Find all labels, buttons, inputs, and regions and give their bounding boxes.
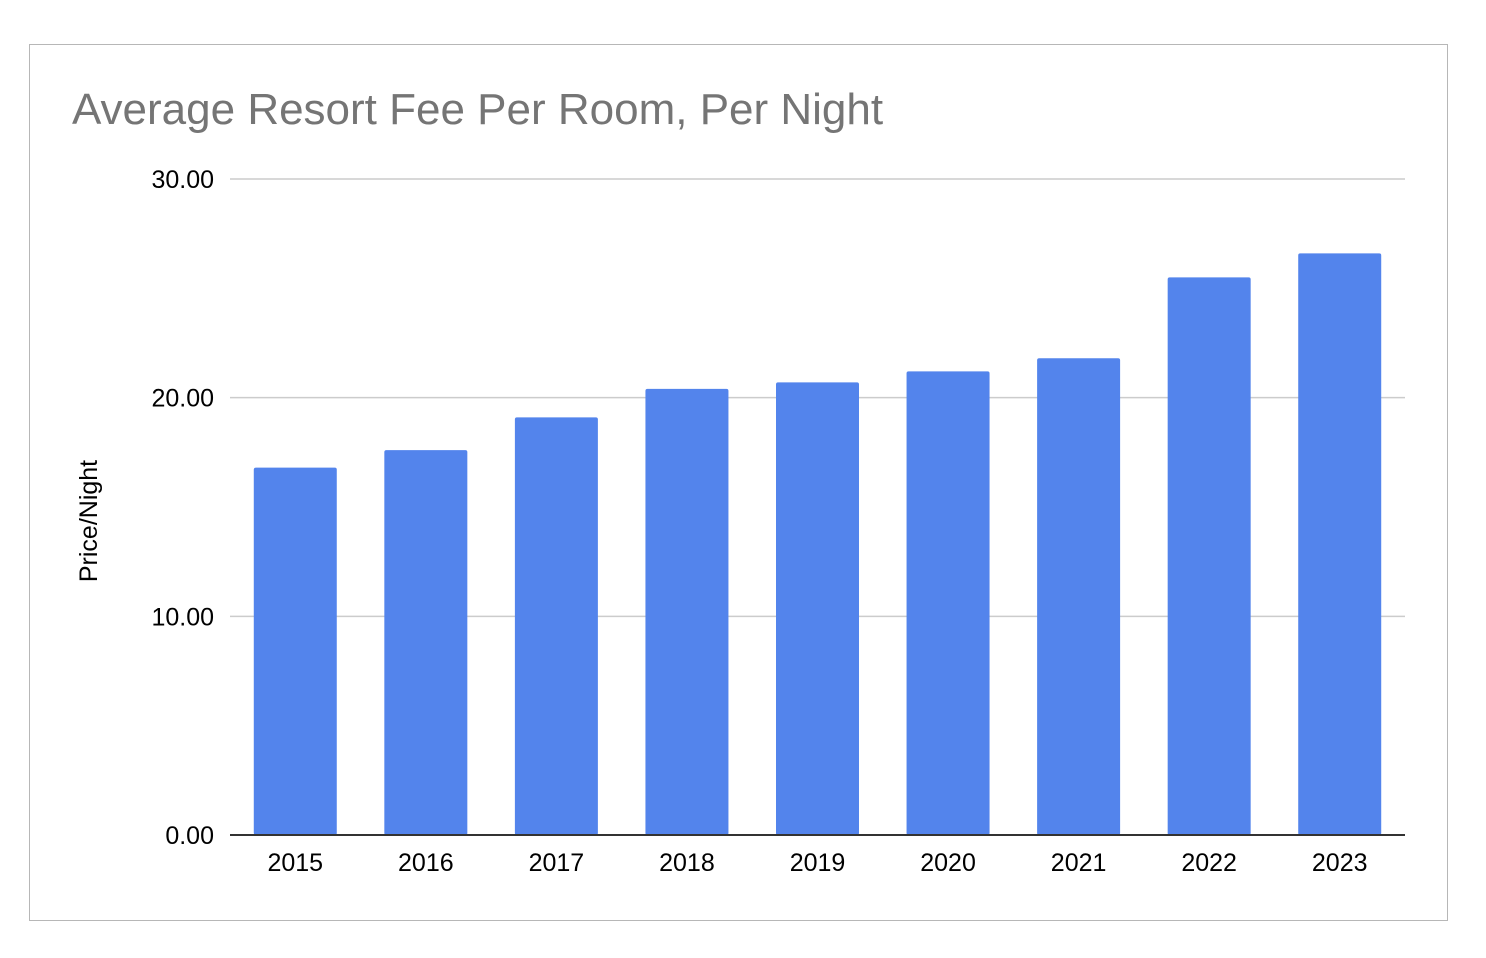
x-tick-label: 2015 [267, 849, 323, 877]
bar-2018 [645, 388, 729, 835]
bar-2017 [514, 417, 598, 835]
bar-2019 [776, 382, 859, 835]
bar-2020 [906, 371, 990, 835]
x-tick-label: 2016 [398, 849, 454, 877]
bar-2021 [1037, 358, 1121, 835]
x-tick-label: 2021 [1051, 849, 1107, 877]
x-tick-label: 2019 [790, 849, 846, 877]
chart-title: Average Resort Fee Per Room, Per Night [72, 85, 884, 134]
y-tick-label: 10.00 [151, 603, 214, 631]
bar-2015 [253, 467, 337, 835]
x-tick-label: 2018 [659, 849, 715, 877]
bar-2022 [1167, 277, 1251, 835]
bars [253, 253, 1382, 835]
y-tick-label: 0.00 [165, 822, 214, 850]
y-tick-label: 30.00 [151, 166, 214, 194]
bar-2016 [384, 450, 468, 835]
x-axis-ticks: 2015 2016 2017 2018 2019 2020 2021 2022 2023 [267, 849, 1367, 877]
x-tick-label: 2023 [1312, 849, 1368, 877]
y-axis-ticks: 0.00 10.00 20.00 30.00 [151, 166, 214, 850]
y-tick-label: 20.00 [151, 385, 214, 413]
bar-2023 [1298, 253, 1382, 835]
x-tick-label: 2022 [1181, 849, 1237, 877]
y-axis-title: Price/Night [75, 460, 103, 582]
x-tick-label: 2020 [920, 849, 976, 877]
x-tick-label: 2017 [529, 849, 585, 877]
